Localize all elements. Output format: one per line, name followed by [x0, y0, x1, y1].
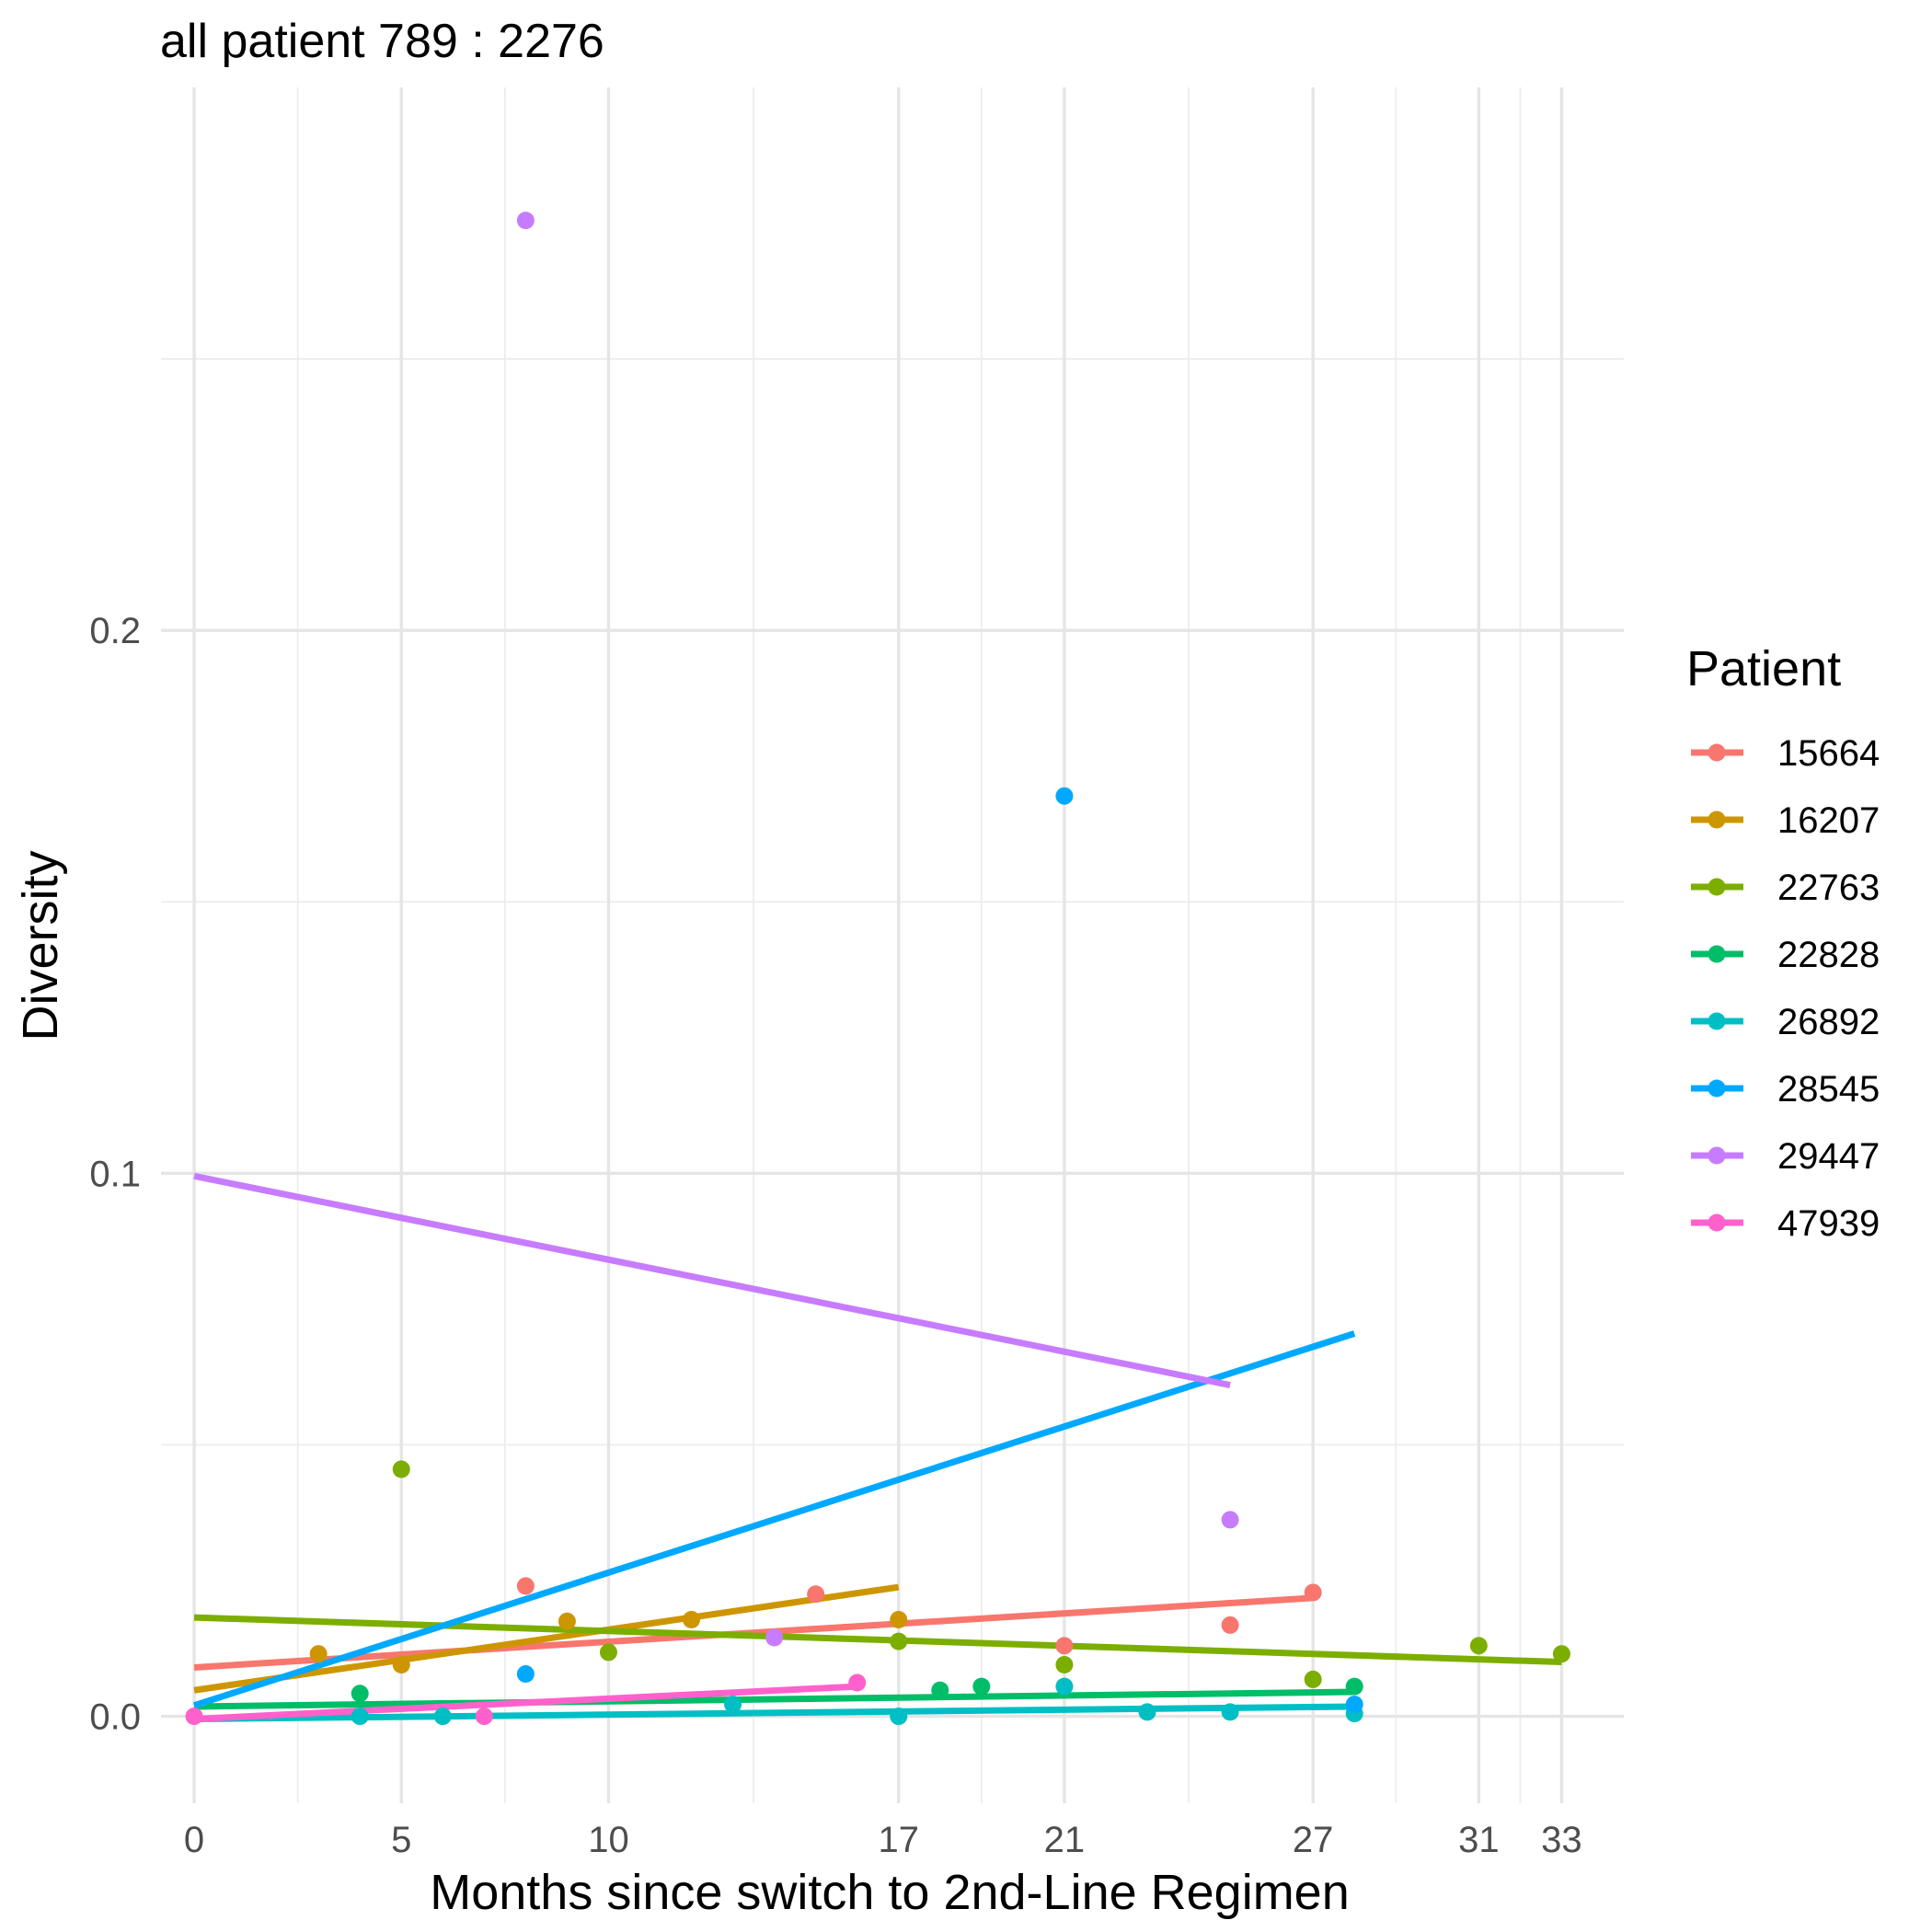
- data-point-22763: [392, 1460, 410, 1478]
- legend: Patient 15664 16207 22763 22828 26892 28545 29…: [1686, 641, 1880, 1244]
- legend-title: Patient: [1686, 641, 1841, 696]
- data-point-15664: [1304, 1583, 1322, 1602]
- legend-key-dot: [1708, 811, 1726, 829]
- data-point-22763: [1552, 1645, 1570, 1663]
- legend-item-28545: 28545: [1691, 1069, 1880, 1110]
- x-tick-label: 27: [1293, 1820, 1334, 1860]
- data-point-26892: [1055, 1677, 1074, 1696]
- data-point-22763: [1055, 1656, 1074, 1674]
- legend-label: 47939: [1777, 1203, 1880, 1244]
- y-tick-label: 0.0: [89, 1697, 141, 1738]
- trend-lines: [192, 1172, 1562, 1723]
- data-point-22828: [351, 1685, 369, 1703]
- data-point-22763: [890, 1632, 908, 1650]
- x-tick-label: 17: [879, 1820, 920, 1860]
- trend-line-26892: [193, 1703, 1355, 1723]
- legend-item-26892: 26892: [1691, 1002, 1880, 1042]
- legend-item-22763: 22763: [1691, 868, 1880, 908]
- legend-item-16207: 16207: [1691, 800, 1880, 841]
- data-point-29447: [765, 1628, 784, 1647]
- trend-line-16207: [193, 1583, 900, 1694]
- data-points: [185, 212, 1570, 1726]
- gridlines: [161, 87, 1624, 1803]
- data-point-26892: [1138, 1703, 1156, 1721]
- x-tick-label: 0: [184, 1820, 204, 1860]
- data-point-26892: [890, 1708, 908, 1726]
- data-point-15664: [807, 1585, 825, 1604]
- legend-label: 29447: [1777, 1136, 1880, 1177]
- data-point-47939: [475, 1708, 493, 1726]
- legend-label: 16207: [1777, 800, 1880, 841]
- legend-key-dot: [1708, 1079, 1726, 1098]
- data-point-47939: [848, 1673, 867, 1692]
- legend-label: 15664: [1777, 733, 1880, 774]
- data-point-28545: [1055, 787, 1074, 805]
- data-point-22828: [1345, 1677, 1363, 1696]
- data-point-16207: [309, 1645, 328, 1663]
- legend-label: 26892: [1777, 1002, 1880, 1042]
- legend-items: 15664 16207 22763 22828 26892 28545 29447 47939: [1691, 733, 1880, 1244]
- x-tick-label: 31: [1458, 1820, 1500, 1860]
- legend-key-dot: [1708, 945, 1726, 963]
- chart-title: all patient 789 : 2276: [160, 15, 604, 68]
- legend-key-dot: [1708, 1146, 1726, 1165]
- x-tick-label: 10: [588, 1820, 629, 1860]
- trend-line-22763: [193, 1614, 1562, 1666]
- trend-line-47939: [193, 1683, 857, 1723]
- y-tick-label: 0.1: [89, 1154, 141, 1194]
- y-axis-title: Diversity: [13, 850, 68, 1041]
- trend-line-22828: [193, 1688, 1355, 1710]
- data-point-26892: [1221, 1703, 1239, 1721]
- data-point-16207: [558, 1612, 576, 1630]
- data-point-47939: [185, 1708, 203, 1726]
- data-point-16207: [683, 1611, 701, 1629]
- legend-item-47939: 47939: [1691, 1203, 1880, 1244]
- data-point-26892: [724, 1696, 742, 1714]
- data-point-15664: [1221, 1616, 1239, 1634]
- tick-labels: 0.0 0.1 0.2 0 5 10 17 21 27 31 33: [89, 611, 1581, 1860]
- legend-key-dot: [1708, 1012, 1726, 1030]
- legend-item-22828: 22828: [1691, 935, 1880, 975]
- data-point-26892: [433, 1708, 452, 1726]
- data-point-29447: [1221, 1511, 1239, 1529]
- data-point-15664: [1055, 1637, 1074, 1655]
- x-tick-label: 5: [391, 1820, 411, 1860]
- data-point-16207: [392, 1656, 410, 1674]
- legend-key-dot: [1708, 1213, 1726, 1232]
- x-axis-title: Months since switch to 2nd-Line Regimen: [430, 1865, 1350, 1920]
- data-point-29447: [516, 212, 535, 230]
- legend-item-15664: 15664: [1691, 733, 1880, 774]
- data-point-22763: [599, 1643, 617, 1662]
- data-point-16207: [890, 1611, 908, 1629]
- data-point-26892: [351, 1708, 369, 1726]
- legend-label: 22763: [1777, 868, 1880, 908]
- y-tick-label: 0.2: [89, 611, 141, 651]
- data-point-15664: [516, 1577, 535, 1595]
- data-point-28545: [1345, 1696, 1363, 1714]
- data-point-28545: [516, 1665, 535, 1684]
- legend-item-29447: 29447: [1691, 1136, 1880, 1177]
- legend-key-dot: [1708, 878, 1726, 896]
- trend-line-29447: [193, 1172, 1231, 1388]
- data-point-22763: [1469, 1637, 1488, 1655]
- x-tick-label: 21: [1044, 1820, 1086, 1860]
- data-point-22828: [931, 1681, 949, 1699]
- legend-key-dot: [1708, 743, 1726, 762]
- legend-label: 28545: [1777, 1069, 1880, 1110]
- x-tick-label: 33: [1541, 1820, 1582, 1860]
- legend-label: 22828: [1777, 935, 1880, 975]
- data-point-22763: [1304, 1670, 1322, 1688]
- data-point-22828: [972, 1677, 991, 1696]
- trend-line-28545: [192, 1330, 1356, 1709]
